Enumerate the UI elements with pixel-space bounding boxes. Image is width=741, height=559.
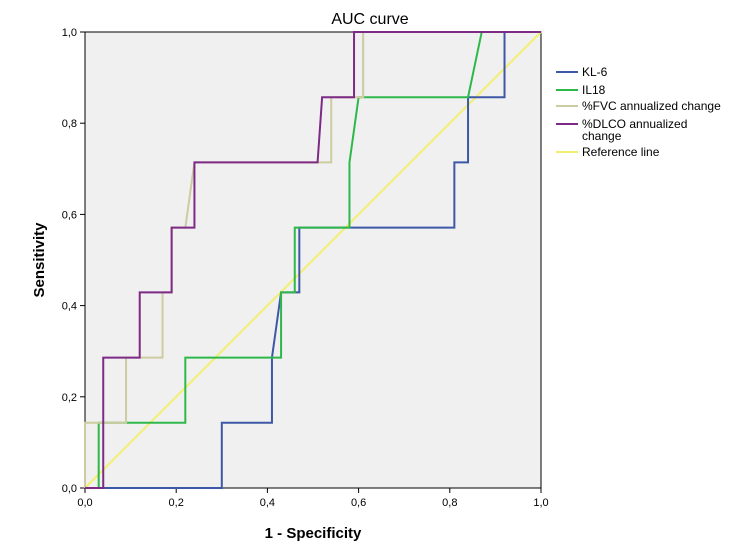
series-line-dlco-annualized-change [85,31,541,489]
x-tick-label: 0,6 [351,497,366,509]
y-axis-label: Sensitivity [31,222,48,298]
legend-label-dlco-annualized-change: %DLCO annualized change [582,117,687,143]
y-tick-label: 0,8 [62,118,77,130]
x-tick-label: 1,0 [533,497,548,509]
legend-label-reference-line: Reference line [582,145,660,159]
x-tick-label: 0,0 [77,497,92,509]
y-tick-label: 1,0 [62,27,77,39]
series-layer [84,31,542,489]
legend-label-fvc-annualized-change: %FVC annualized change [582,99,721,113]
x-axis-ticks: 0,0 0,2 0,4 0,6 0,8 1,0 [77,488,549,509]
y-tick-label: 0,2 [62,392,77,404]
y-tick-label: 0,6 [62,209,77,221]
x-tick-label: 0,4 [260,497,275,509]
series-line-reference-line [84,31,542,489]
legend: KL-6 IL18 %FVC annualized change %DLCO annu… [556,65,721,159]
y-axis-ticks: 0,0 0,2 0,4 0,6 0,8 1,0 [62,27,85,495]
x-tick-label: 0,8 [442,497,457,509]
x-tick-label: 0,2 [169,497,184,509]
y-tick-label: 0,0 [62,483,77,495]
series-line-il18 [85,31,541,489]
legend-label-kl-6: KL-6 [582,65,608,79]
legend-label-il18: IL18 [582,83,606,97]
chart-title: AUC curve [331,11,408,28]
y-tick-label: 0,4 [62,301,77,313]
x-axis-label: 1 - Specificity [265,525,362,542]
